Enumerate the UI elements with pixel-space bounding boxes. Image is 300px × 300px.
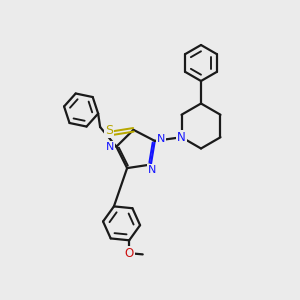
Text: N: N (148, 165, 157, 175)
Text: O: O (124, 247, 134, 260)
Text: N: N (106, 142, 114, 152)
Text: S: S (105, 124, 113, 137)
Text: N: N (177, 131, 186, 144)
Text: N: N (157, 134, 166, 144)
